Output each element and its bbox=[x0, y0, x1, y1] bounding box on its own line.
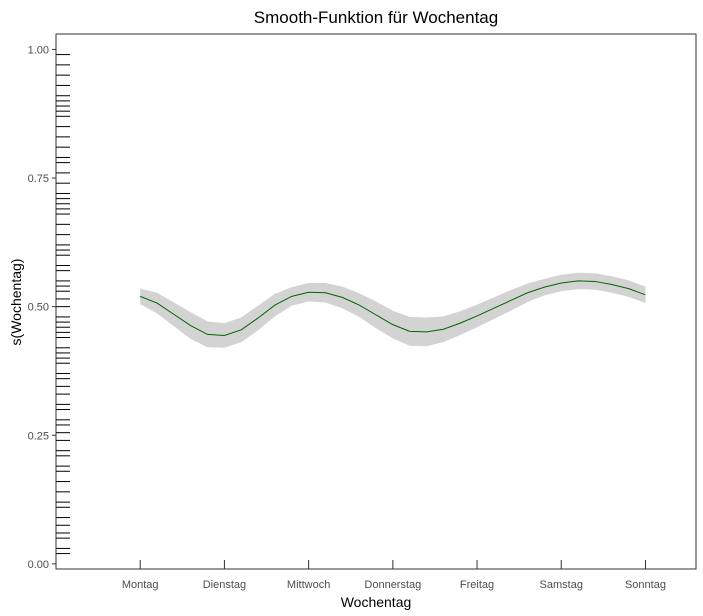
rug-layer bbox=[56, 54, 70, 555]
y-axis-title: s(Wochentag) bbox=[8, 259, 24, 346]
chart-title: Smooth-Funktion für Wochentag bbox=[254, 8, 498, 27]
x-tick-label: Samstag bbox=[540, 579, 583, 591]
smooth-line-layer bbox=[140, 280, 646, 336]
y-tick-label: 0.00 bbox=[28, 559, 49, 571]
smooth-line bbox=[140, 280, 646, 336]
confidence-band-layer bbox=[140, 272, 646, 348]
y-tick-label: 0.50 bbox=[28, 302, 49, 314]
x-axis: Montag Dienstag Mittwoch Donnerstag Freitag S… bbox=[122, 560, 666, 591]
y-tick-label: 1.00 bbox=[28, 44, 49, 56]
x-tick-label: Donnerstag bbox=[364, 579, 421, 591]
x-axis-title: Wochentag bbox=[341, 594, 412, 610]
confidence-band bbox=[140, 272, 646, 348]
y-axis: 0.00 0.25 0.50 0.75 1.00 bbox=[28, 44, 56, 571]
x-tick-label: Mittwoch bbox=[287, 579, 330, 591]
x-tick-label: Sonntag bbox=[625, 579, 666, 591]
x-tick-label: Montag bbox=[122, 579, 159, 591]
y-tick-label: 0.75 bbox=[28, 173, 49, 185]
y-tick-label: 0.25 bbox=[28, 430, 49, 442]
x-tick-label: Dienstag bbox=[203, 579, 246, 591]
x-tick-label: Freitag bbox=[460, 579, 494, 591]
